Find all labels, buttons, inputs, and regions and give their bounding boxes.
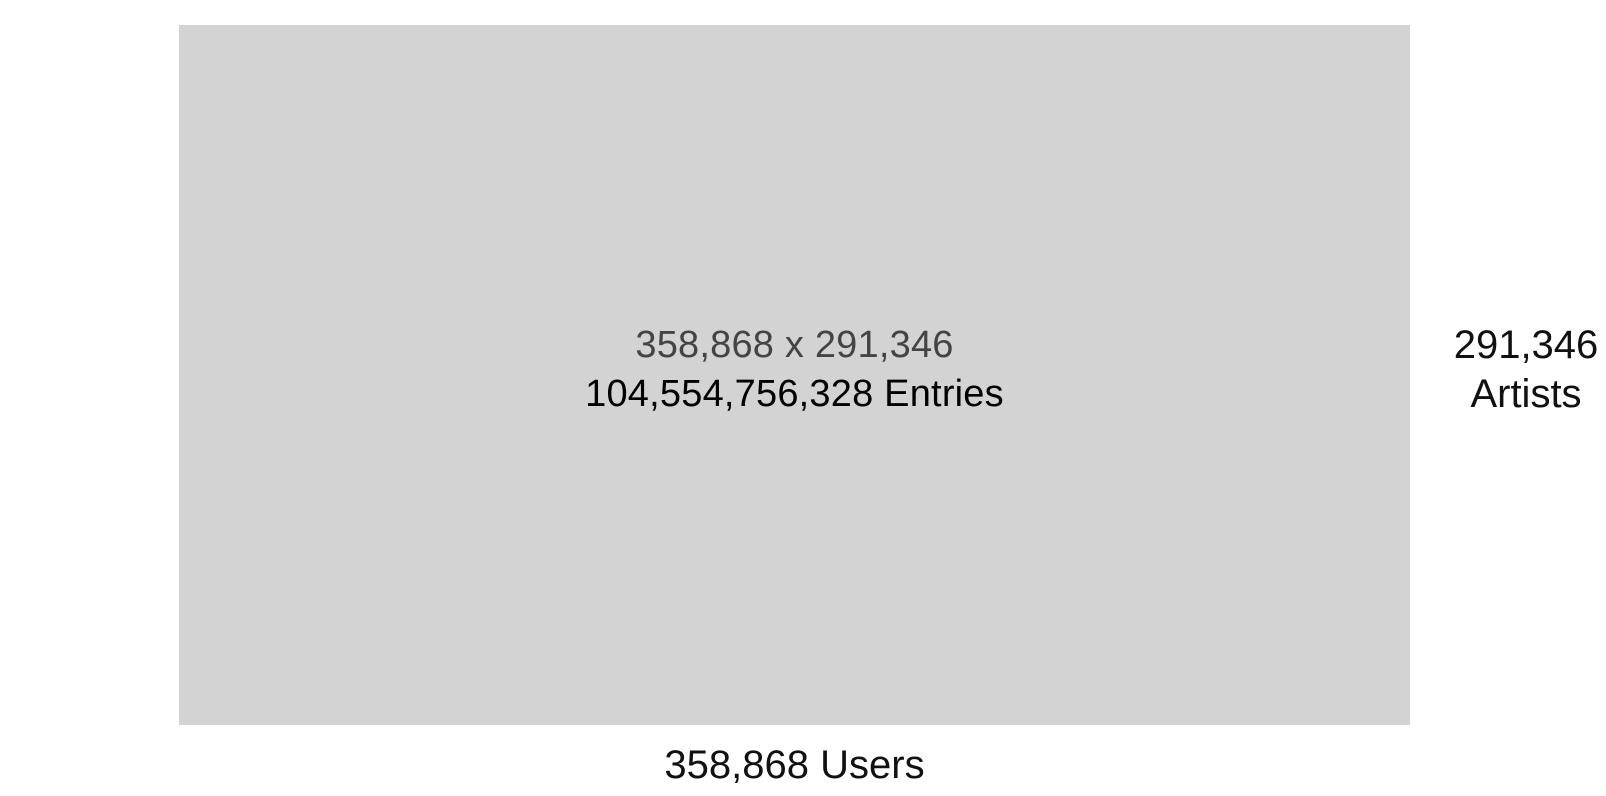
artists-name: Artists <box>1440 370 1606 419</box>
users-label: 358,868 Users <box>179 741 1410 790</box>
matrix-labels: 358,868 x 291,346 104,554,756,328 Entrie… <box>179 321 1410 419</box>
artists-label: 291,346 Artists <box>1440 321 1606 419</box>
artists-count: 291,346 <box>1440 321 1606 370</box>
matrix-entries-label: 104,554,756,328 Entries <box>179 370 1410 419</box>
matrix-rectangle: 358,868 x 291,346 104,554,756,328 Entrie… <box>179 25 1410 725</box>
matrix-dimensions-label: 358,868 x 291,346 <box>179 321 1410 370</box>
